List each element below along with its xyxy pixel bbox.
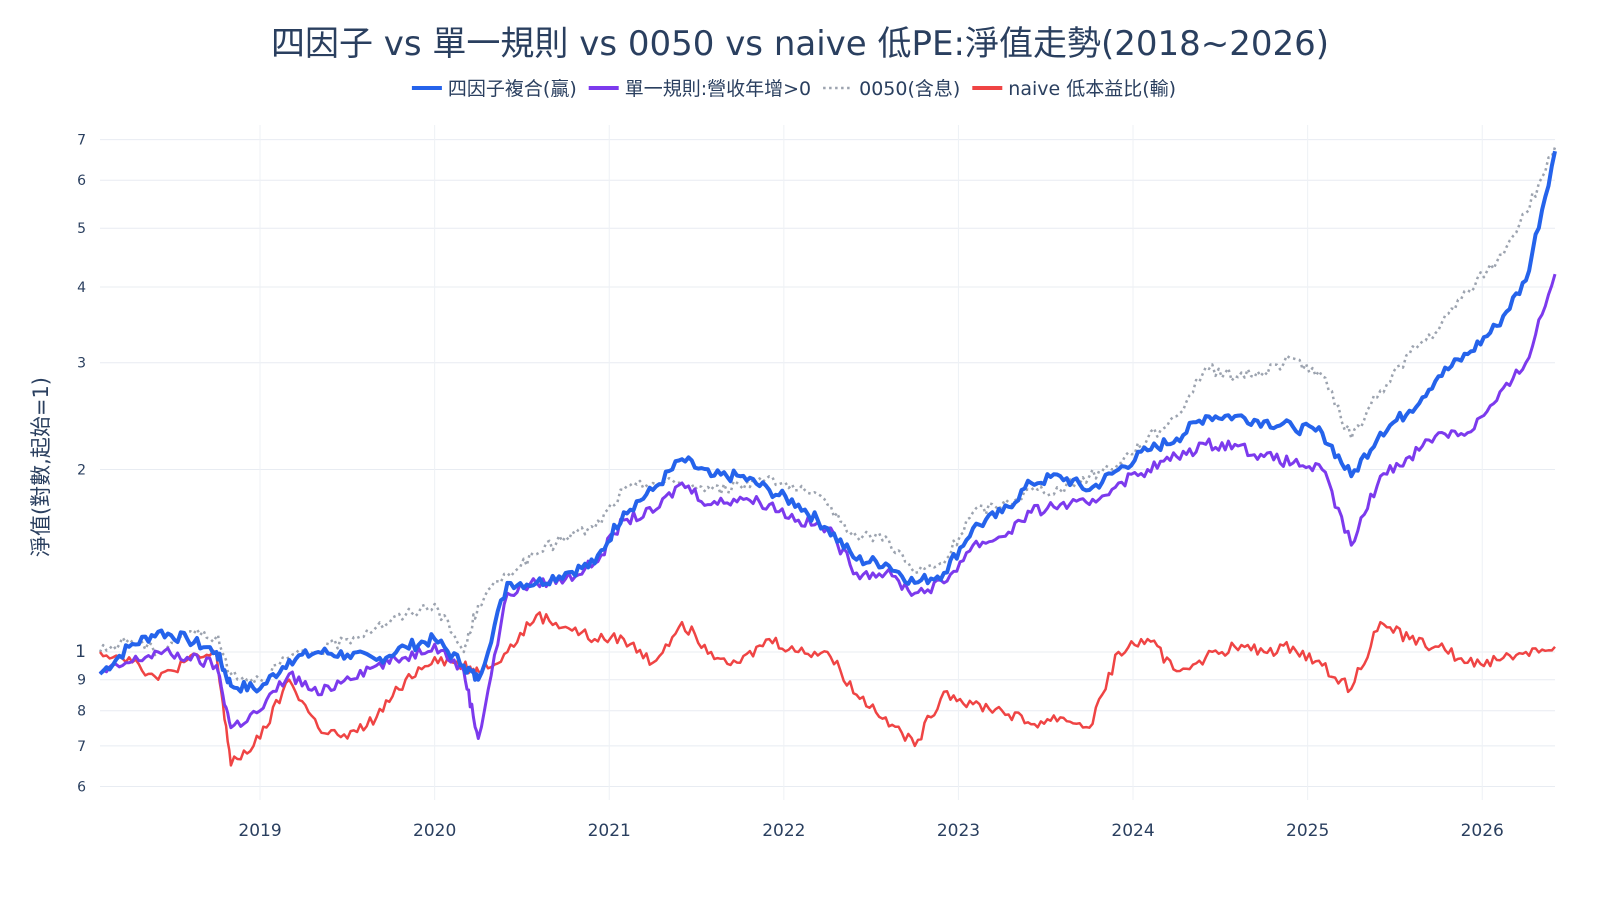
x-tick-label: 2026 xyxy=(1461,821,1504,841)
series-line xyxy=(98,273,1557,740)
y-tick-label: 6 xyxy=(77,779,86,795)
series-line xyxy=(98,150,1557,694)
x-tick-label: 2025 xyxy=(1286,821,1329,841)
y-tick-label: 9 xyxy=(77,673,86,689)
y-tick-label: 7 xyxy=(77,133,86,149)
legend-label: 0050(含息) xyxy=(859,78,960,100)
series-line xyxy=(99,611,1556,767)
legend-item[interactable]: naive 低本益比(輸) xyxy=(972,78,1176,100)
chart-title: 四因子 vs 單一規則 vs 0050 vs naive 低PE:淨值走勢(20… xyxy=(271,24,1329,64)
y-tick-label: 1 xyxy=(75,642,86,662)
x-tick-label: 2023 xyxy=(937,821,980,841)
y-tick-label: 2 xyxy=(77,462,86,478)
legend-label: 四因子複合(贏) xyxy=(448,78,577,100)
legend-item[interactable]: 0050(含息) xyxy=(823,78,960,100)
x-tick-label: 2019 xyxy=(238,821,281,841)
legend: 四因子複合(贏) 單一規則:營收年增>0 0050(含息) naive 低本益比(輸) xyxy=(411,78,1176,100)
y-axis-label: 淨值(對數,起始=1) xyxy=(29,377,53,557)
legend-item[interactable]: 四因子複合(贏) xyxy=(411,78,577,100)
legend-label: naive 低本益比(輸) xyxy=(1008,78,1176,100)
x-axis-ticks: 2019 2020 2021 2022 2023 2024 2025 2026 xyxy=(238,821,1503,841)
y-axis-ticks: 6 7 8 9 1 2 3 4 5 6 7 xyxy=(75,133,86,796)
y-tick-label: 4 xyxy=(77,280,86,296)
y-tick-label: 3 xyxy=(77,356,86,372)
grid xyxy=(100,125,1555,800)
x-tick-label: 2021 xyxy=(588,821,631,841)
x-tick-label: 2020 xyxy=(413,821,456,841)
series-layer xyxy=(98,146,1557,767)
y-tick-label: 7 xyxy=(77,739,86,755)
legend-item[interactable]: 單一規則:營收年增>0 xyxy=(588,78,811,100)
legend-label: 單一規則:營收年增>0 xyxy=(625,78,811,100)
x-tick-label: 2024 xyxy=(1111,821,1154,841)
series-line xyxy=(98,146,1557,685)
y-tick-label: 5 xyxy=(77,221,86,237)
y-tick-label: 8 xyxy=(77,704,86,720)
x-tick-label: 2022 xyxy=(762,821,805,841)
y-tick-label: 6 xyxy=(77,173,86,189)
